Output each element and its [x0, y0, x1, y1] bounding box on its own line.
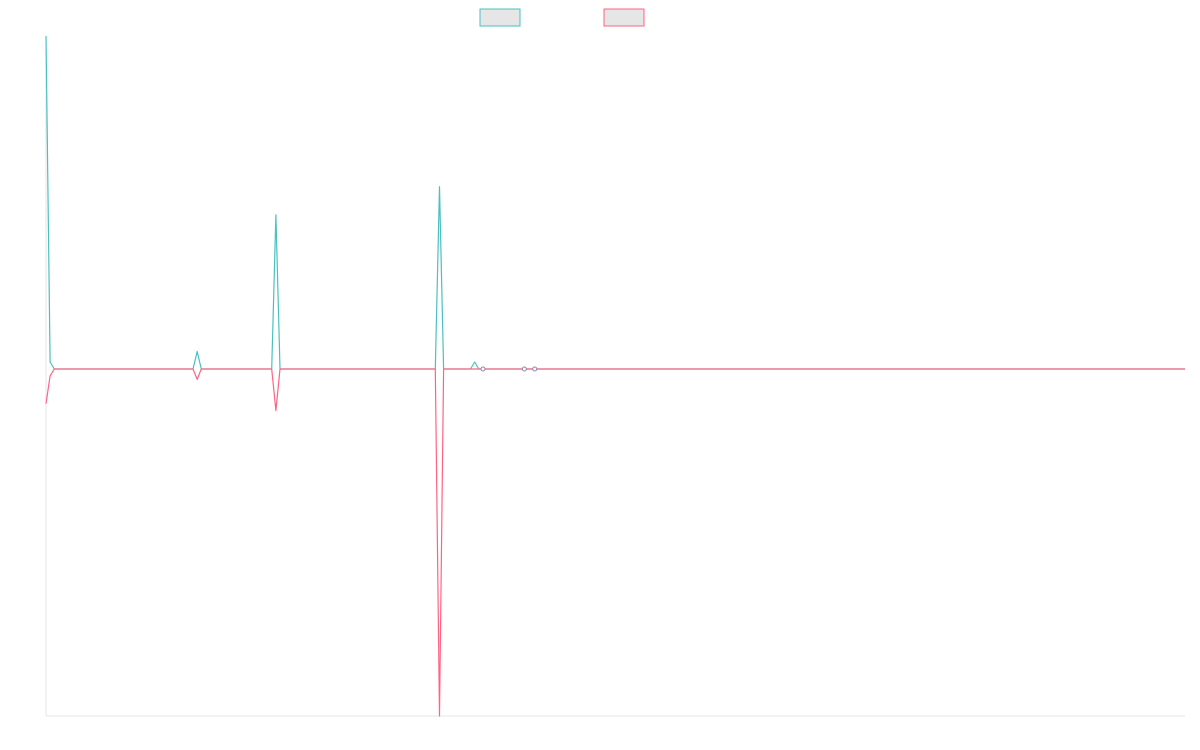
legend-swatch-2[interactable]: [603, 8, 645, 27]
legend[interactable]: [479, 8, 645, 27]
point-markers: [480, 366, 538, 372]
point-marker: [532, 366, 538, 372]
axes: [45, 36, 1185, 717]
point-marker: [521, 366, 527, 372]
series-line-2: [45, 368, 1185, 717]
point-marker: [480, 366, 486, 372]
series-lines: [45, 35, 1185, 717]
legend-swatch-1[interactable]: [479, 8, 521, 27]
series-line-1: [45, 35, 1185, 370]
